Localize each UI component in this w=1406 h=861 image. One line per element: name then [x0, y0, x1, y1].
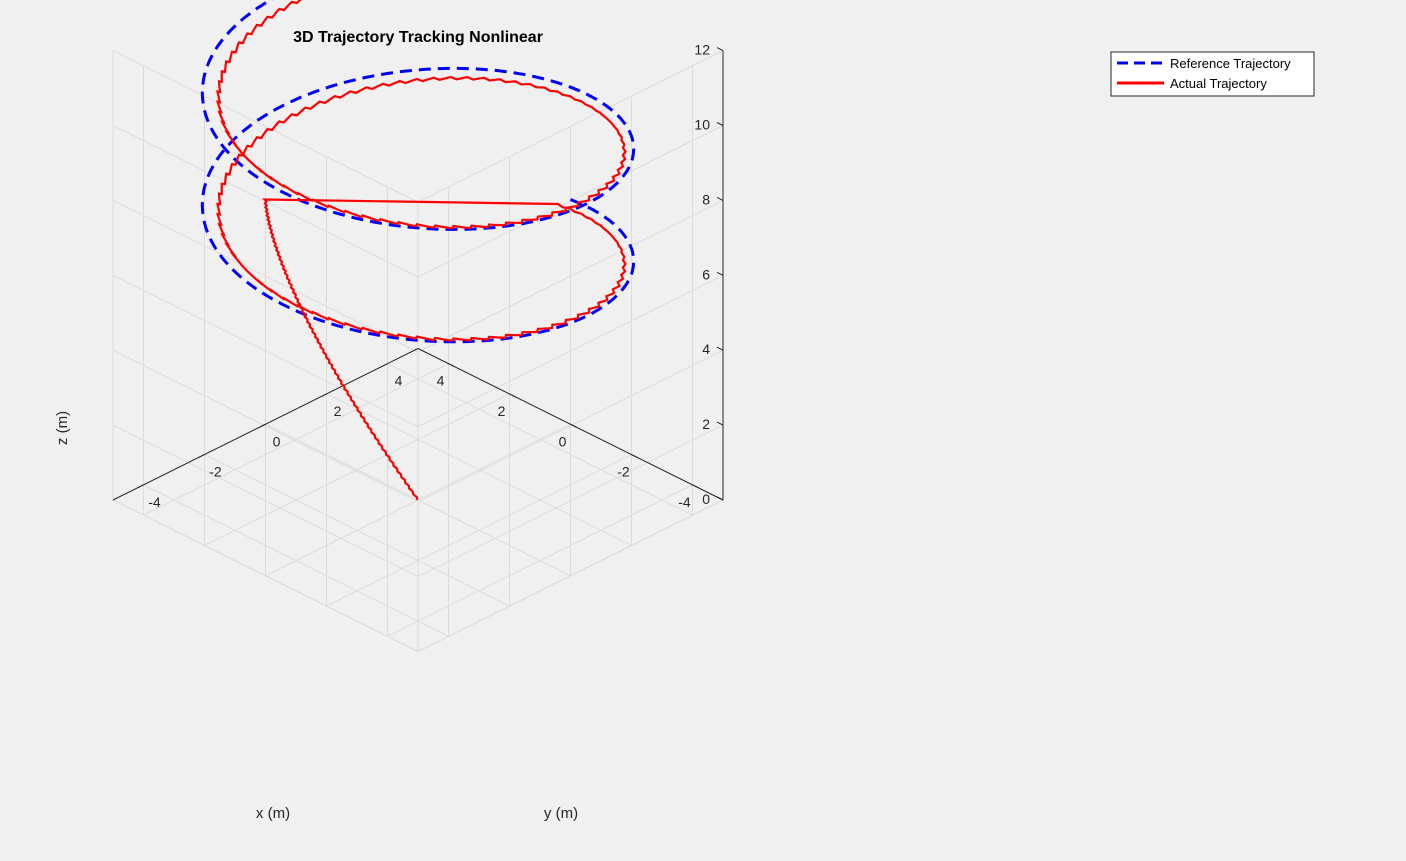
- x-tick-mark: [692, 484, 699, 489]
- grid-line: [417, 499, 724, 652]
- grid-line: [417, 50, 724, 203]
- z-tick-label: 0: [702, 491, 710, 507]
- grid-line: [112, 424, 419, 578]
- grid-line: [417, 349, 724, 503]
- grid-line: [112, 50, 419, 203]
- y-tick-mark: [320, 393, 327, 398]
- grid-line: [417, 274, 724, 428]
- grid-line: [417, 125, 724, 278]
- legend-box: [1110, 51, 1315, 97]
- grid-line: [112, 499, 419, 652]
- grid-line: [204, 454, 510, 607]
- z-tick-mark: [716, 196, 724, 201]
- series-layer: [200, 0, 636, 501]
- z-axis-label: z (m): [54, 411, 71, 445]
- z-tick-mark: [716, 122, 724, 126]
- y-tick-label: -4: [148, 494, 161, 510]
- legend: Reference Trajectory Actual Trajectory: [1110, 51, 1315, 97]
- z-tick-label: 10: [694, 117, 710, 133]
- z-tick-label: 12: [694, 42, 710, 58]
- grid-line: [112, 274, 419, 428]
- reference-trajectory-line: [200, 0, 636, 344]
- y-tick-mark: [137, 484, 144, 489]
- z-tick-mark: [716, 421, 724, 426]
- grid-line: [112, 199, 419, 353]
- tick-layer: -4 -2 0 2 4 -4 -2 0 2 4 0 2 4 6 8 10 12: [148, 42, 710, 510]
- legend-label-reference: Reference Trajectory: [1170, 56, 1291, 71]
- chart-title: 3D Trajectory Tracking Nonlinear: [293, 29, 543, 46]
- grid-line: [417, 424, 724, 578]
- grid-line: [417, 199, 724, 353]
- grid-line: [112, 349, 419, 503]
- x-tick-label: 4: [437, 373, 445, 389]
- axes-layer: [112, 47, 724, 501]
- y-tick-label: 2: [334, 403, 342, 419]
- y-tick-label: 0: [273, 433, 281, 449]
- y-tick-label: 4: [395, 373, 403, 389]
- x-tick-label: 0: [559, 433, 567, 449]
- x-tick-label: -4: [678, 494, 691, 510]
- x-tick-mark: [448, 363, 455, 368]
- x-tick-mark: [631, 454, 638, 458]
- legend-label-actual: Actual Trajectory: [1170, 76, 1267, 91]
- actual-trajectory-line: [216, 0, 627, 501]
- z-tick-mark: [716, 346, 724, 351]
- z-tick-mark: [716, 496, 724, 501]
- z-tick-label: 2: [702, 416, 710, 432]
- z-tick-mark: [716, 271, 724, 276]
- x-tick-mark: [509, 393, 516, 398]
- grid-line: [387, 363, 693, 516]
- x-axis-label: x (m): [256, 805, 290, 822]
- x-tick-mark: [570, 423, 577, 428]
- y-tick-mark: [198, 454, 205, 458]
- grid-line: [326, 393, 632, 546]
- y-tick-label: -2: [209, 464, 222, 480]
- x-tick-label: 2: [498, 403, 506, 419]
- z-tick-label: 4: [702, 341, 710, 357]
- y-tick-mark: [259, 423, 266, 428]
- z-tick-label: 6: [702, 266, 710, 282]
- y-axis-label: y (m): [544, 805, 578, 822]
- z-tick-label: 8: [702, 191, 710, 207]
- y-tick-mark: [381, 363, 388, 368]
- z-tick-mark: [716, 47, 724, 52]
- grid-line: [143, 484, 449, 637]
- x-tick-label: -2: [617, 464, 630, 480]
